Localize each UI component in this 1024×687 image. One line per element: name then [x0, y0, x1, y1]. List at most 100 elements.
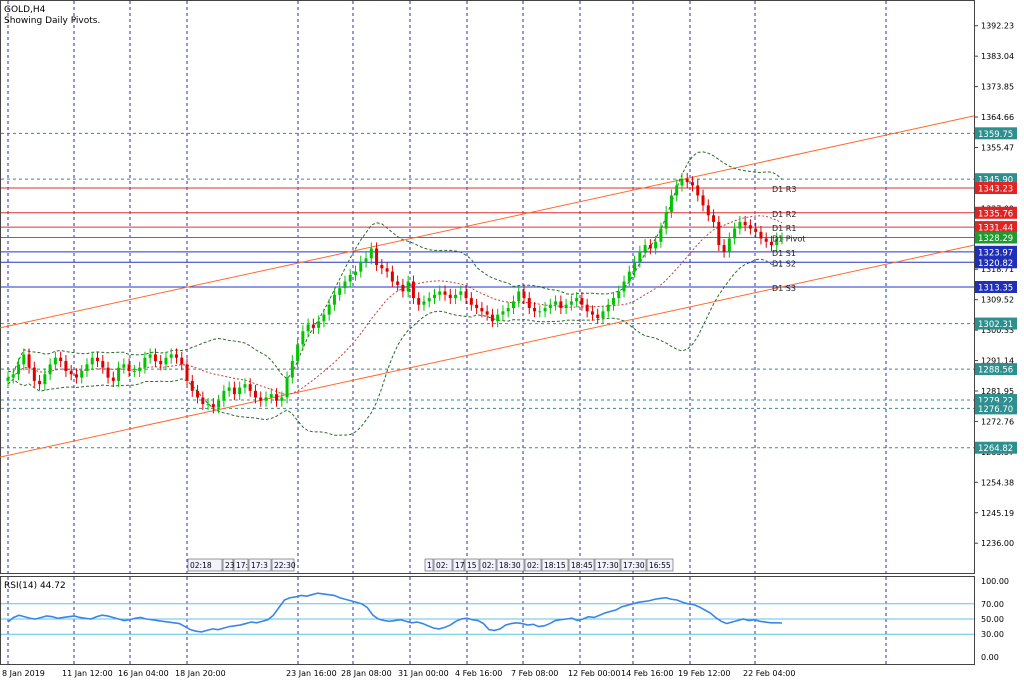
- price-badge-label: 1320.82: [978, 259, 1013, 269]
- y-tick-label: 1254.38: [981, 478, 1014, 487]
- candle-body: [485, 311, 489, 315]
- candle-body: [180, 357, 184, 365]
- session-marker-label: 18:45: [571, 561, 593, 570]
- candle-body: [522, 291, 526, 299]
- candle-body: [80, 370, 84, 378]
- candle-body: [90, 357, 94, 365]
- candle-body: [264, 397, 268, 401]
- price-badge-label: 1264.82: [978, 444, 1013, 454]
- session-marker-box: [524, 558, 542, 572]
- candle-body: [638, 251, 642, 262]
- candle-body: [769, 241, 773, 246]
- price-badge-label: 1343.23: [978, 185, 1013, 195]
- y-tick-label: 1245.19: [981, 509, 1014, 518]
- price-badge: [975, 182, 1017, 195]
- channel-line: [0, 244, 975, 458]
- symbol-title: GOLD,H4: [4, 5, 46, 15]
- session-marker-label: 17:3: [251, 561, 268, 570]
- candle-body: [196, 390, 200, 398]
- candle-body: [275, 394, 279, 401]
- price-badge: [975, 221, 1017, 234]
- candle-body: [64, 361, 68, 371]
- x-tick-label: 14 Feb 16:00: [621, 669, 673, 678]
- lower-band: [7, 258, 783, 436]
- candle-body: [627, 271, 631, 282]
- candle-body: [127, 364, 131, 371]
- candle-body: [280, 397, 284, 401]
- y-tick-label: 1392.23: [981, 22, 1014, 31]
- price-badge-label: 1279.22: [978, 397, 1013, 407]
- main-chart-frame: [0, 0, 975, 574]
- candle-body: [306, 324, 310, 332]
- candle-body: [348, 274, 352, 282]
- candle-body: [301, 331, 305, 345]
- session-marker-box: [594, 558, 621, 572]
- session-marker-box: [568, 558, 595, 572]
- pivot-subtitle: Showing Daily Pivots.: [4, 16, 100, 26]
- price-badge-label: 1288.56: [978, 366, 1013, 376]
- candle-body: [759, 231, 763, 239]
- candle-body: [390, 271, 394, 282]
- price-badge-label: 1313.35: [978, 283, 1013, 293]
- candle-body: [443, 291, 447, 295]
- candle-body: [706, 205, 710, 216]
- price-badge: [975, 231, 1017, 244]
- x-tick-label: 16 Jan 04:00: [118, 669, 169, 678]
- y-tick-label: 1281.95: [981, 387, 1014, 396]
- session-marker-label: 02:: [436, 561, 448, 570]
- pivot-label: D1 S3: [772, 284, 796, 293]
- session-marker-box: [464, 558, 480, 572]
- candle-body: [427, 298, 431, 302]
- candle-body: [533, 308, 537, 312]
- candle-body: [169, 354, 173, 358]
- candle-body: [311, 324, 315, 328]
- candle-body: [148, 354, 152, 358]
- x-tick-label: 19 Feb 12:00: [678, 669, 730, 678]
- candle-body: [548, 304, 552, 309]
- x-tick-label: 8 Jan 2019: [2, 669, 45, 678]
- x-tick-label: 31 Jan 00:00: [398, 669, 449, 678]
- candle-body: [501, 311, 505, 315]
- candle-body: [269, 394, 273, 398]
- candle-body: [517, 291, 521, 302]
- candle-body: [701, 195, 705, 206]
- candle-body: [327, 304, 331, 315]
- candle-body: [69, 370, 73, 375]
- candle-body: [359, 261, 363, 272]
- candle-body: [38, 380, 42, 385]
- candle-body: [238, 387, 242, 395]
- session-marker-label: 17: [455, 561, 465, 570]
- candle-body: [690, 182, 694, 186]
- candle-body: [475, 304, 479, 309]
- session-marker-label: 16:55: [649, 561, 671, 570]
- candle-body: [53, 357, 57, 365]
- price-badge-label: 1328.29: [978, 234, 1013, 244]
- candle-body: [317, 321, 321, 328]
- candle-body: [490, 314, 494, 322]
- y-tick-label: 1383.04: [981, 52, 1014, 61]
- x-tick-label: 22 Feb 04:00: [743, 669, 795, 678]
- session-marker-box: [187, 558, 223, 572]
- price-badge-label: 1276.70: [978, 405, 1013, 415]
- session-marker-box: [620, 558, 647, 572]
- candle-body: [538, 311, 542, 313]
- rsi-panel: 100.00 70.00 50.00 30.00 0.00: [1, 577, 1009, 662]
- candle-body: [633, 261, 637, 272]
- candle-body: [712, 215, 716, 222]
- candle-body: [296, 344, 300, 362]
- candle-body: [596, 314, 600, 318]
- candle-body: [727, 238, 731, 252]
- y-tick-label: 1300.33: [981, 326, 1014, 335]
- candle-body: [227, 387, 231, 391]
- candle-body: [422, 301, 426, 305]
- candle-body: [680, 178, 684, 186]
- price-badge: [975, 127, 1017, 140]
- candle-body: [332, 294, 336, 305]
- candle-body: [438, 291, 442, 295]
- session-marker-box: [222, 558, 234, 572]
- pivot-label: D1 Pivot: [772, 235, 805, 244]
- candle-body: [575, 298, 579, 302]
- candle-body: [675, 185, 679, 196]
